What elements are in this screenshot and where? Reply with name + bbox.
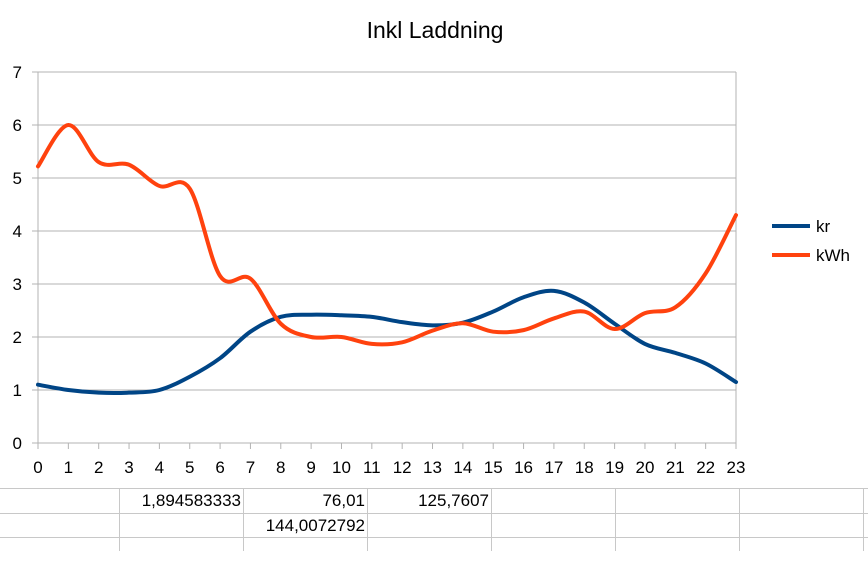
series-lines	[36, 123, 738, 395]
column-divider	[243, 488, 244, 551]
x-tick-label: 0	[33, 458, 42, 477]
x-tick-label: 18	[575, 458, 594, 477]
x-tick-label: 6	[215, 458, 224, 477]
x-tick-label: 2	[94, 458, 103, 477]
legend-label: kWh	[816, 246, 850, 265]
y-tick-label: 0	[13, 434, 22, 453]
x-tick-label: 4	[155, 458, 164, 477]
x-tick-label: 14	[453, 458, 472, 477]
column-divider	[739, 488, 740, 551]
y-axis-ticks: 0 1 2 3 4 5 6 7	[13, 63, 38, 453]
x-tick-label: 12	[393, 458, 412, 477]
y-tick-label: 7	[13, 63, 22, 82]
sheet-cell[interactable]: 1,894583333	[141, 491, 241, 510]
chart-title: Inkl Laddning	[367, 17, 504, 43]
sheet-cell[interactable]: 144,0072792	[265, 516, 365, 535]
sheet-cell[interactable]: 76,01	[322, 491, 365, 510]
x-tick-label: 21	[666, 458, 685, 477]
series-line-kr	[36, 288, 738, 395]
x-tick-label: 13	[423, 458, 442, 477]
sheet-row	[0, 488, 868, 514]
x-tick-label: 23	[727, 458, 746, 477]
y-tick-label: 1	[13, 381, 22, 400]
y-tick-label: 6	[13, 116, 22, 135]
x-tick-label: 19	[605, 458, 624, 477]
y-tick-label: 5	[13, 169, 22, 188]
column-divider	[863, 488, 864, 551]
series-line-kwh	[36, 123, 738, 347]
x-tick-label: 3	[124, 458, 133, 477]
column-divider	[615, 488, 616, 551]
x-tick-label: 8	[276, 458, 285, 477]
x-tick-label: 10	[332, 458, 351, 477]
legend: kr kWh	[772, 217, 850, 265]
sheet-row	[0, 538, 868, 562]
column-divider	[491, 488, 492, 551]
x-tick-label: 20	[635, 458, 654, 477]
x-tick-label: 22	[696, 458, 715, 477]
column-divider	[367, 488, 368, 551]
x-tick-label: 5	[185, 458, 194, 477]
x-axis-ticks: 0 1 2 3 4 5 6 7 8 9 10 11 12 13 14 15 16 17 18 19 20 21 22 23	[33, 443, 745, 477]
x-tick-label: 15	[484, 458, 503, 477]
legend-label: kr	[816, 217, 831, 236]
gridlines	[38, 71, 736, 444]
x-tick-label: 7	[246, 458, 255, 477]
y-tick-label: 4	[13, 222, 22, 241]
x-tick-label: 9	[306, 458, 315, 477]
x-tick-label: 1	[64, 458, 73, 477]
spreadsheet-grid: 1,894583333 76,01 125,7607 144,0072792	[0, 488, 868, 551]
x-tick-label: 16	[514, 458, 533, 477]
column-divider	[119, 488, 120, 551]
y-tick-label: 3	[13, 275, 22, 294]
sheet-row	[0, 513, 868, 538]
x-tick-label: 11	[363, 458, 381, 477]
y-tick-label: 2	[13, 328, 22, 347]
sheet-cell[interactable]: 125,7607	[418, 491, 489, 510]
x-tick-label: 17	[544, 458, 563, 477]
